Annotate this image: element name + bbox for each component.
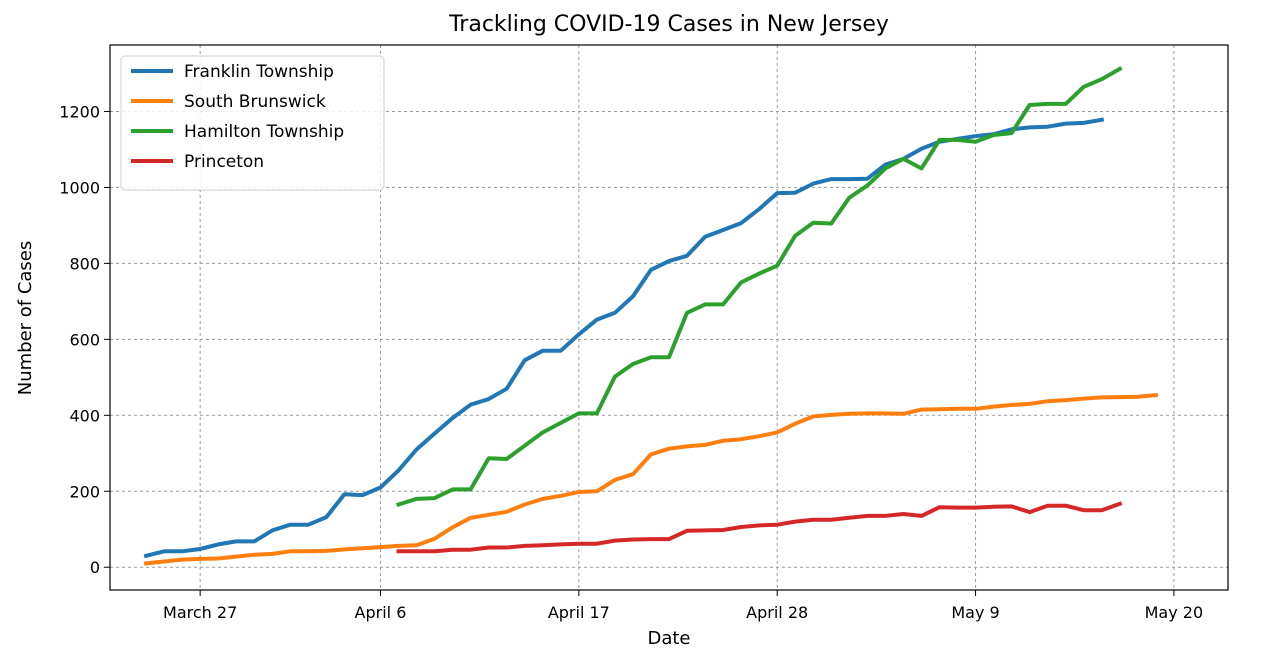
chart-title: Trackling COVID-19 Cases in New Jersey [448, 12, 889, 37]
y-tick-label: 0 [90, 558, 100, 577]
x-tick-label: April 6 [355, 603, 407, 622]
x-tick-label: May 20 [1145, 603, 1204, 622]
series-line-south-brunswick [143, 393, 1159, 566]
x-tick-label: April 17 [548, 603, 610, 622]
x-axis-label: Date [647, 628, 690, 649]
legend-label: Princeton [184, 152, 264, 172]
y-tick-label: 600 [69, 330, 100, 349]
legend-label: Franklin Township [184, 62, 334, 82]
y-tick-label: 800 [69, 254, 100, 273]
x-tick-label: April 28 [746, 603, 808, 622]
series-lines [143, 66, 1159, 566]
y-tick-label: 1200 [59, 102, 100, 121]
x-tick-label: May 9 [951, 603, 999, 622]
y-axis-label: Number of Cases [15, 241, 36, 396]
legend-label: Hamilton Township [184, 122, 344, 142]
legend-box [120, 55, 385, 191]
series-line-hamilton-township [395, 66, 1123, 508]
grid [110, 45, 1228, 590]
legend-label: South Brunswick [184, 92, 326, 112]
x-tick-label: March 27 [163, 603, 237, 622]
series-line-princeton [396, 501, 1123, 554]
axes: March 27 April 6 April 17 April 28 May 9 May … [59, 102, 1203, 622]
y-tick-label: 200 [69, 482, 100, 501]
legend: Franklin Township South Brunswick Hamilton… [120, 55, 385, 191]
y-tick-label: 400 [69, 406, 100, 425]
plot-frame [109, 44, 1229, 591]
y-tick-label: 1000 [59, 178, 100, 197]
